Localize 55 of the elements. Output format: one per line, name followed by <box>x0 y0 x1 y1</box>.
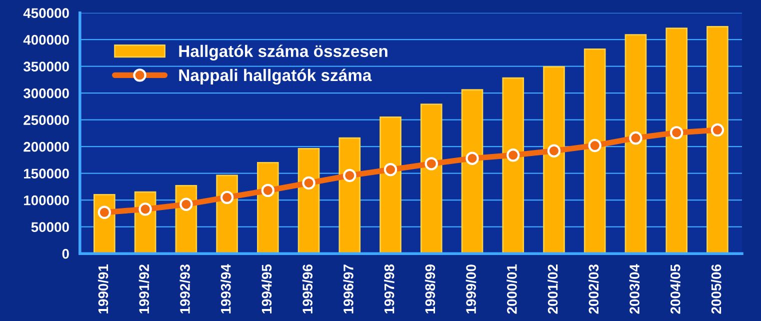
bar <box>461 89 484 254</box>
bar <box>706 26 728 254</box>
x-tick-label: 1991/92 <box>138 264 150 314</box>
point <box>629 131 642 145</box>
y-tick-label: 350000 <box>23 62 69 72</box>
point <box>466 152 479 165</box>
bar <box>298 148 320 254</box>
point <box>384 162 398 176</box>
y-tick-label: 250000 <box>24 115 69 126</box>
y-tick-label: 300000 <box>23 88 69 98</box>
bar <box>502 77 524 254</box>
point <box>710 123 724 137</box>
point <box>588 138 602 152</box>
x-tick-label: 1990/91 <box>98 264 108 314</box>
point <box>180 198 193 211</box>
point <box>98 206 112 219</box>
x-tick-label: 2002/03 <box>588 264 599 314</box>
y-tick-label: 400000 <box>23 34 69 45</box>
point <box>302 176 316 190</box>
x-tick-label: 1994/95 <box>261 264 272 314</box>
x-tick-label: 1996/97 <box>343 264 354 314</box>
point <box>547 144 561 158</box>
point <box>138 202 152 216</box>
x-tick-label: 2004/05 <box>670 264 680 314</box>
x-tick-label: 2000/01 <box>506 264 517 314</box>
bar <box>543 66 565 254</box>
point <box>506 148 520 162</box>
bar <box>666 28 688 254</box>
point <box>343 168 356 182</box>
x-tick-label: 1997/98 <box>384 264 394 314</box>
x-tick-label: 1998/99 <box>424 264 436 314</box>
point <box>424 157 438 170</box>
bar <box>380 116 402 254</box>
bar <box>584 48 606 254</box>
point <box>261 184 274 198</box>
x-tick-label: 2003/04 <box>629 264 640 314</box>
legend-label: Nappali hallgatók száma <box>179 68 372 85</box>
x-tick-label: 1999/00 <box>466 264 476 314</box>
y-tick-label: 450000 <box>23 8 69 18</box>
bar <box>624 34 647 254</box>
y-tick-label: 200000 <box>24 142 69 152</box>
x-tick-label: 1995/96 <box>302 264 313 314</box>
x-tick-label: 1992/93 <box>180 264 190 314</box>
point <box>670 126 684 140</box>
x-tick-label: 1993/94 <box>220 264 231 314</box>
point <box>220 190 234 204</box>
bar <box>338 137 361 254</box>
y-tick-label: 100000 <box>24 195 69 206</box>
x-tick-label: 2005/06 <box>710 264 722 314</box>
bar <box>420 104 442 254</box>
legend-label: Hallgatók száma összesen <box>179 44 388 60</box>
y-tick-label: 150000 <box>24 168 69 179</box>
y-tick-label: 0 <box>62 248 69 259</box>
x-tick-label: 2001/02 <box>548 264 558 314</box>
y-tick-label: 50000 <box>31 222 69 232</box>
